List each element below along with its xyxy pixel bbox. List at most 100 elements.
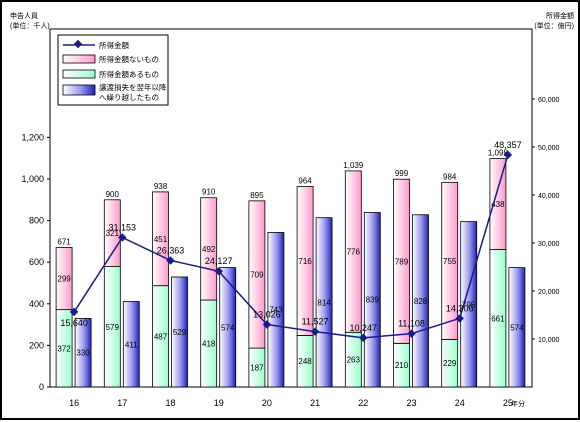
bar-no-income bbox=[152, 191, 169, 287]
right-axis-unit: (単位：億円) bbox=[534, 21, 574, 30]
label-no-income: 709 bbox=[250, 270, 264, 279]
label-with-income: 487 bbox=[154, 332, 168, 341]
x-tick-label: 21 bbox=[310, 398, 320, 408]
legend-label-income: 所得金額 bbox=[99, 40, 129, 50]
label-no-income: 716 bbox=[298, 257, 312, 266]
legend-swatch-with-income bbox=[62, 69, 96, 79]
right-tick-label: 20,000 bbox=[538, 289, 560, 296]
label-total: 671 bbox=[57, 237, 71, 246]
right-tick-label: 50,000 bbox=[538, 145, 560, 152]
income-point bbox=[359, 333, 368, 343]
income-point bbox=[407, 329, 416, 338]
bar-carryover bbox=[74, 317, 92, 388]
legend-swatch-no-income bbox=[62, 54, 96, 64]
bar-carryover bbox=[122, 301, 140, 388]
income-label: 15,640 bbox=[60, 318, 88, 328]
income-point bbox=[69, 307, 79, 317]
label-total: 938 bbox=[154, 182, 168, 191]
left-tick-label: 1,200 bbox=[21, 132, 44, 142]
label-total: 999 bbox=[395, 169, 409, 178]
label-carryover: 828 bbox=[414, 297, 428, 306]
left-tick-label: 1,000 bbox=[21, 174, 44, 184]
label-with-income: 661 bbox=[491, 314, 505, 323]
income-label: 26,363 bbox=[157, 245, 185, 255]
income-label: 11,527 bbox=[302, 317, 329, 327]
label-carryover: 330 bbox=[76, 349, 90, 358]
x-tick-label: 25 bbox=[503, 398, 513, 408]
label-no-income: 492 bbox=[202, 245, 216, 254]
x-axis: 16 17 18 19 20 21 22 23 24 25 bbox=[69, 398, 513, 408]
income-point bbox=[118, 233, 127, 242]
label-carryover: 411 bbox=[125, 340, 138, 349]
left-axis: 0 200 400 600 800 1,000 1,200 bbox=[21, 132, 50, 392]
income-point bbox=[214, 266, 223, 276]
label-carryover: 574 bbox=[510, 323, 524, 332]
left-tick-label: 0 bbox=[39, 382, 44, 392]
income-label: 24,127 bbox=[205, 256, 233, 266]
x-tick-label: 23 bbox=[406, 398, 416, 408]
label-total: 895 bbox=[250, 191, 264, 200]
label-with-income: 248 bbox=[298, 357, 312, 366]
label-with-income: 229 bbox=[443, 359, 457, 368]
income-label: 13,026 bbox=[253, 309, 281, 319]
x-tick-label: 17 bbox=[117, 398, 127, 408]
income-label: 31,153 bbox=[109, 222, 137, 232]
label-no-income: 776 bbox=[347, 248, 361, 257]
right-axis: 10,000 20,000 30,000 40,000 50,000 60,000 bbox=[532, 97, 560, 344]
right-tick-label: 10,000 bbox=[538, 337, 560, 344]
label-total: 900 bbox=[106, 190, 120, 199]
label-carryover: 743 bbox=[269, 306, 283, 315]
legend-label-no-income: 所得金額ないもの bbox=[99, 54, 159, 64]
left-tick-label: 800 bbox=[29, 216, 44, 226]
label-with-income: 263 bbox=[347, 356, 361, 365]
bar-no-income bbox=[344, 170, 362, 333]
bars-layer: 372 299 671 330 579 321 900 411 487 451 938 529 418 4… bbox=[55, 149, 526, 388]
label-no-income: 299 bbox=[57, 275, 71, 284]
bar-no-income bbox=[393, 178, 410, 344]
label-no-income: 789 bbox=[395, 257, 409, 266]
label-with-income: 579 bbox=[106, 323, 120, 332]
income-point bbox=[310, 327, 320, 336]
label-carryover: 529 bbox=[173, 328, 187, 337]
income-label: 14,306 bbox=[446, 303, 474, 313]
line-layer: 15,640 31,153 26,363 24,127 13,026 11,527 10,2… bbox=[60, 140, 522, 343]
legend-diamond-icon bbox=[73, 39, 83, 49]
legend-label-carryover-line2: へ繰り越したもの bbox=[99, 92, 159, 102]
bar-carryover bbox=[315, 217, 333, 388]
right-tick-label: 60,000 bbox=[538, 97, 560, 104]
income-line bbox=[73, 154, 509, 339]
bar-carryover bbox=[171, 276, 188, 388]
label-no-income: 321 bbox=[106, 229, 120, 238]
label-total: 1,039 bbox=[343, 161, 364, 170]
bar-carryover bbox=[219, 267, 237, 388]
right-tick-label: 40,000 bbox=[538, 193, 560, 200]
bar-no-income bbox=[103, 199, 121, 267]
x-tick-label: 16 bbox=[69, 398, 79, 408]
income-point bbox=[262, 320, 272, 329]
legend: 所得金額 所得金額ないもの 所得金額あるもの 譲渡損失を翌年以降 へ繰り越したも… bbox=[57, 34, 169, 106]
income-label: 11,108 bbox=[398, 319, 425, 329]
label-total: 964 bbox=[298, 176, 312, 185]
bar-no-income bbox=[296, 186, 314, 336]
label-total: 1,098 bbox=[488, 149, 509, 158]
left-axis-title: 申告人員 bbox=[10, 11, 38, 20]
legend-label-carryover-line1: 譲渡損失を翌年以降 bbox=[99, 82, 167, 92]
right-tick-label: 30,000 bbox=[538, 241, 560, 248]
bar-no-income bbox=[200, 197, 218, 301]
label-no-income: 755 bbox=[443, 257, 457, 266]
label-carryover: 795 bbox=[462, 300, 476, 309]
left-tick-label: 200 bbox=[29, 340, 44, 350]
bar-carryover bbox=[460, 221, 478, 388]
label-carryover: 814 bbox=[317, 298, 331, 307]
label-carryover: 839 bbox=[366, 296, 380, 305]
x-tick-label: 19 bbox=[214, 398, 224, 408]
bar-no-income bbox=[441, 181, 459, 340]
label-with-income: 418 bbox=[202, 340, 216, 349]
bar-no-income bbox=[55, 247, 73, 311]
label-no-income: 438 bbox=[491, 200, 505, 209]
x-tick-label: 20 bbox=[262, 398, 272, 408]
left-tick-label: 600 bbox=[29, 257, 44, 267]
income-label: 48,357 bbox=[494, 140, 522, 150]
